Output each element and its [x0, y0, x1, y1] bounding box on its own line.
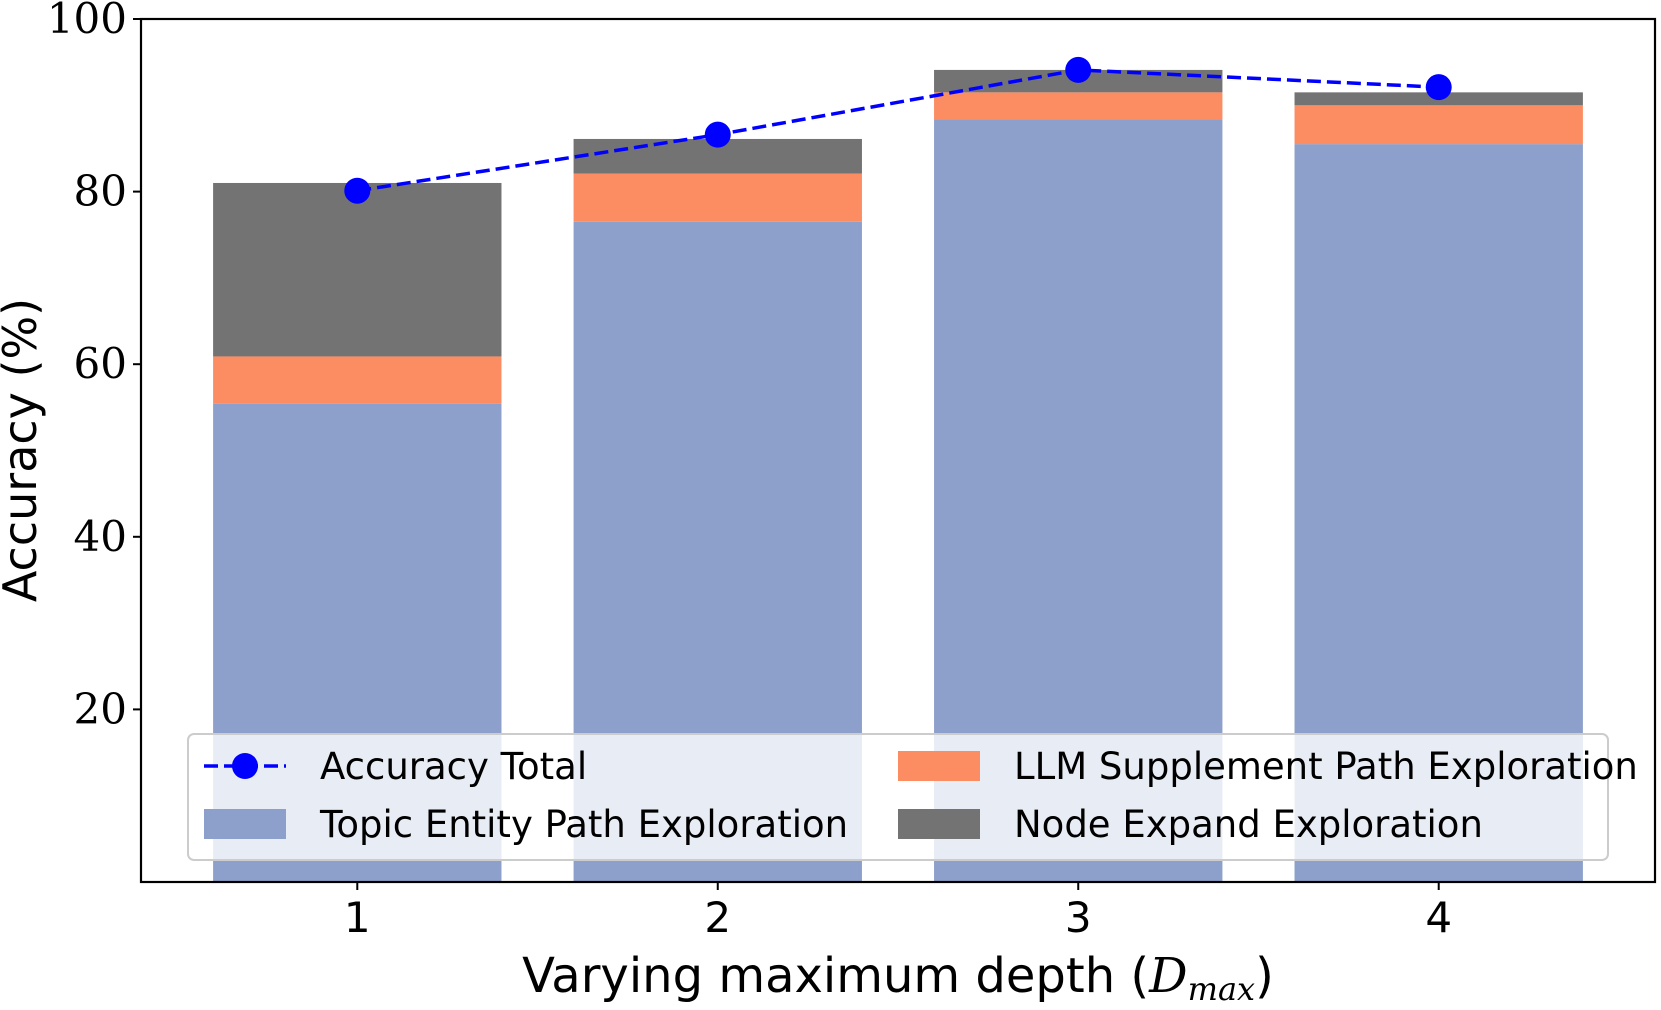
- legend-swatch: [898, 751, 980, 781]
- legend-label: Accuracy Total: [320, 745, 587, 788]
- plot-frame: [139, 17, 1657, 884]
- x-tick-label: 3: [1065, 893, 1092, 942]
- legend-swatch: [898, 809, 980, 839]
- line: [357, 68, 1439, 193]
- legend-label: Topic Entity Path Exploration: [319, 803, 848, 846]
- legend-label: LLM Supplement Path Exploration: [1014, 745, 1638, 788]
- line-marker: [344, 177, 371, 204]
- x-tick-label: 1: [344, 893, 371, 942]
- legend-marker: [232, 753, 258, 779]
- legend-label: Node Expand Exploration: [1014, 803, 1483, 846]
- y-tick-label: 60: [74, 339, 127, 388]
- bar-segment: [1294, 105, 1583, 145]
- line-marker: [1425, 74, 1452, 101]
- legend-box: [187, 733, 1609, 861]
- y-tick-label: 80: [74, 167, 127, 216]
- y-tick-label: 100: [47, 0, 127, 43]
- bar-segment: [213, 182, 502, 357]
- bar-segment: [213, 356, 502, 404]
- x-tick-label: 4: [1425, 893, 1452, 942]
- legend-swatch: [204, 809, 286, 839]
- x-axis-label: Varying maximum depth (Dmax): [522, 948, 1274, 1008]
- y-tick-label: 40: [74, 512, 127, 561]
- line-marker: [704, 121, 731, 148]
- y-tick-label: 20: [74, 684, 127, 733]
- y-axis-label: Accuracy (%): [0, 298, 47, 602]
- line-marker: [1065, 56, 1092, 83]
- bar-segment: [573, 173, 862, 222]
- x-tick-label: 2: [704, 893, 731, 942]
- bar-segment: [934, 92, 1223, 120]
